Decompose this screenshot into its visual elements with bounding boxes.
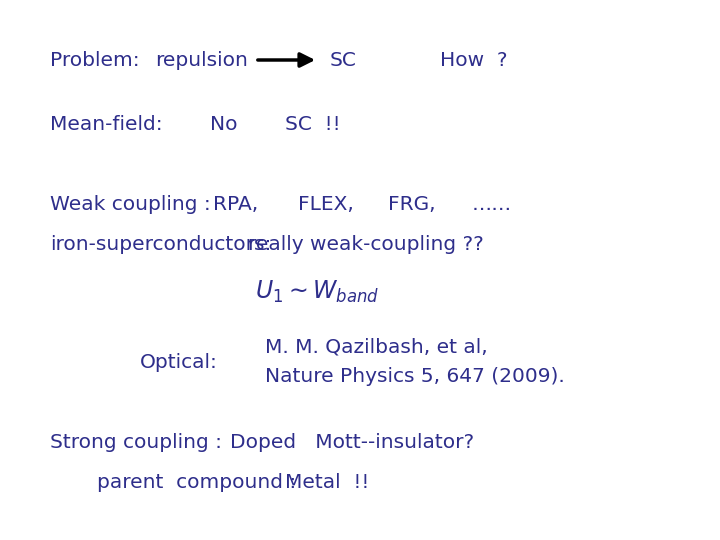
Text: FLEX,: FLEX, [298,195,354,214]
Text: repulsion: repulsion [155,51,248,70]
Text: RPA,: RPA, [213,195,258,214]
Text: Doped   Mott--insulator?: Doped Mott--insulator? [230,433,474,451]
Text: parent  compound :: parent compound : [97,472,296,491]
Text: Weak coupling :: Weak coupling : [50,195,211,214]
Text: SC: SC [330,51,357,70]
Text: ……: …… [472,195,512,214]
Text: No: No [210,116,238,134]
Text: Nature Physics 5, 647 (2009).: Nature Physics 5, 647 (2009). [265,368,564,387]
Text: Problem:: Problem: [50,51,140,70]
Text: Optical:: Optical: [140,353,218,372]
Text: Strong coupling :: Strong coupling : [50,433,222,451]
Text: SC  !!: SC !! [285,116,341,134]
Text: really weak-coupling ??: really weak-coupling ?? [248,235,484,254]
Text: FRG,: FRG, [388,195,436,214]
Text: Metal  !!: Metal !! [285,472,369,491]
Text: How  ?: How ? [440,51,508,70]
Text: $U_1 \sim W_{band}$: $U_1 \sim W_{band}$ [255,279,379,305]
Text: Mean-field:: Mean-field: [50,116,163,134]
Text: M. M. Qazilbash, et al,: M. M. Qazilbash, et al, [265,338,487,356]
Text: iron-superconductors:: iron-superconductors: [50,235,271,254]
